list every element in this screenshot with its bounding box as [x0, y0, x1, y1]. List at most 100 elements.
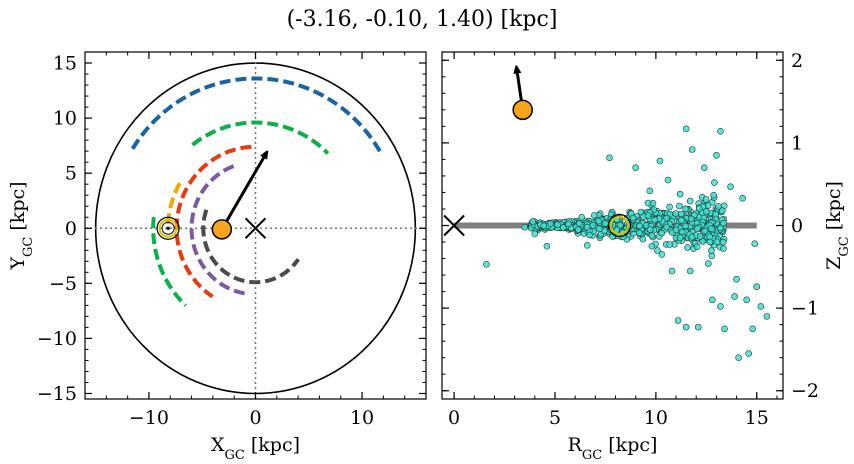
left-plot-area	[85, 52, 426, 399]
right-x-tick-label: 0	[448, 407, 460, 429]
right-x-axis-label: RGC [kpc]	[568, 434, 658, 463]
scatter-point	[668, 267, 676, 275]
left-ticks: −10 0 10 −15 −10 −5 0 5 10 15	[37, 51, 427, 429]
left-plot-frame	[84, 51, 427, 400]
spiral-arm-arc	[130, 76, 383, 155]
scatter-point	[616, 221, 624, 229]
scatter-point	[686, 197, 694, 205]
scatter-point	[733, 275, 740, 283]
scatter-point	[644, 199, 652, 207]
left-y-tick-label: 5	[65, 163, 77, 185]
left-y-tick-label: 0	[65, 218, 77, 240]
right-plot-area	[443, 69, 771, 361]
left-x-tick-label: 10	[350, 407, 374, 429]
right-y-axis-label-subscript: GC	[837, 236, 852, 256]
scatter-point	[701, 227, 709, 235]
right-y-axis-label-unit: [kpc]	[823, 181, 845, 236]
scatter-point	[714, 203, 722, 210]
right-y-tick-label: −2	[791, 380, 819, 402]
right-y-tick-label: 0	[791, 215, 803, 237]
scatter-point	[583, 242, 591, 249]
right-y-axis-label: ZGC [kpc]	[823, 181, 852, 270]
scatter-point	[711, 179, 718, 186]
scatter-point	[727, 183, 734, 190]
scatter-point	[745, 350, 752, 357]
scatter-point	[703, 208, 710, 215]
spiral-arm-arc	[191, 120, 330, 155]
scatter-point	[706, 238, 714, 246]
spiral-arm-arc	[189, 164, 248, 296]
scatter-point	[554, 221, 561, 228]
scatter-point	[739, 194, 746, 202]
scatter-point	[646, 187, 654, 195]
left-y-axis-label-main: Y	[7, 257, 29, 271]
scatter-point	[687, 215, 695, 223]
scatter-point	[694, 323, 702, 331]
scatter-point	[663, 223, 670, 231]
right-x-tick-label: 10	[644, 407, 668, 429]
scatter-point	[757, 303, 765, 310]
spiral-arm-arc	[201, 209, 300, 285]
scatter-point	[589, 222, 597, 229]
scatter-point	[702, 196, 710, 203]
scatter-point	[693, 225, 701, 232]
left-x-axis-label-unit: [kpc]	[245, 434, 300, 456]
scatter-point	[705, 260, 712, 267]
left-x-axis-label: XGC [kpc]	[211, 434, 300, 463]
galactic-center-marker	[244, 217, 267, 239]
scatter-point	[590, 212, 598, 219]
scatter-point	[672, 210, 680, 217]
sun-marker-outer	[156, 216, 180, 240]
scatter-point	[574, 226, 582, 233]
scatter-point	[708, 247, 715, 254]
scatter-point	[666, 203, 673, 211]
scatter-point	[559, 224, 567, 231]
scatter-point	[713, 151, 720, 159]
left-y-axis-label-subscript: GC	[21, 237, 36, 257]
scatter-point	[651, 216, 659, 224]
scatter-point	[719, 238, 727, 246]
scatter-point	[695, 205, 703, 212]
left-y-tick-label: −10	[37, 328, 77, 350]
scatter-point	[543, 242, 551, 250]
scatter-point	[578, 214, 586, 221]
scatter-point	[682, 125, 690, 133]
right-x-tick-label: 15	[745, 407, 769, 429]
scatter-point	[678, 217, 685, 224]
figure-title: (-3.16, -0.10, 1.40) [kpc]	[287, 7, 558, 32]
scatter-point	[606, 154, 613, 162]
right-x-axis-label-subscript: GC	[582, 448, 602, 463]
scatter-point	[676, 234, 684, 241]
scatter-point	[710, 191, 717, 199]
scatter-point	[632, 164, 640, 171]
right-y-axis-label-main: Z	[823, 257, 845, 270]
left-y-tick-label: −15	[37, 383, 77, 405]
scatter-point	[540, 222, 548, 230]
scatter-point	[682, 205, 689, 213]
object-position-marker	[211, 219, 233, 240]
scatter-point	[693, 243, 701, 250]
scatter-point	[682, 222, 689, 230]
scatter-point	[644, 212, 652, 219]
scatter-point	[531, 230, 539, 238]
scatter-point	[672, 226, 680, 234]
scatter-point	[648, 232, 656, 239]
scatter-point	[639, 235, 647, 243]
sun-marker-ring	[158, 218, 178, 238]
scatter-point	[636, 222, 643, 230]
scatter-point	[676, 202, 683, 210]
scatter-point	[682, 323, 690, 331]
scatter-point	[735, 354, 742, 361]
scatter-point	[658, 229, 666, 237]
scatter-point	[763, 313, 771, 320]
scatter-point	[688, 146, 696, 153]
spiral-arm-arc	[174, 144, 252, 299]
scatter-point	[529, 218, 537, 225]
sun-marker-outer	[607, 213, 632, 238]
scatter-point	[716, 224, 724, 232]
scatter-point	[731, 293, 738, 300]
scatter-point	[721, 325, 728, 333]
scatter-point	[648, 242, 656, 250]
left-y-axis-label-unit: [kpc]	[7, 181, 29, 236]
